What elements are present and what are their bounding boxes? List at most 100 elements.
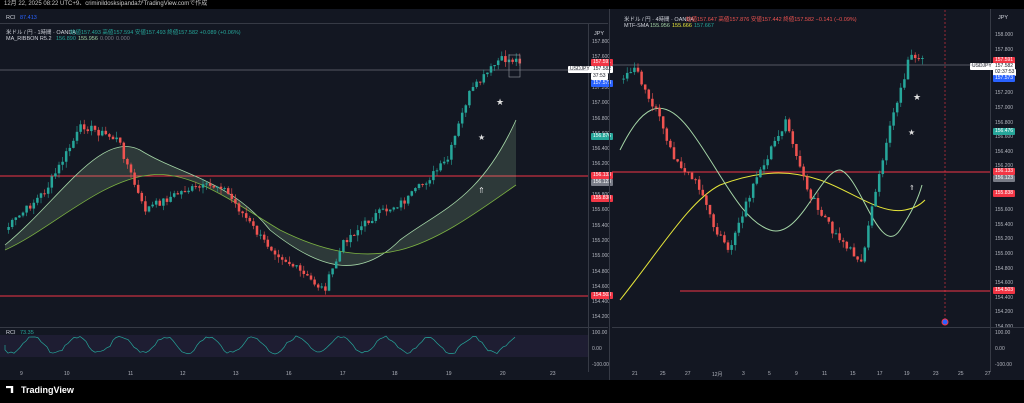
left-candle	[201, 184, 205, 188]
left-candle	[392, 207, 396, 210]
left-candle	[288, 261, 291, 265]
left-candle	[363, 220, 367, 227]
left-candle	[198, 186, 201, 188]
left-candle	[72, 140, 75, 148]
left-candle	[190, 186, 194, 191]
left-ma-slow	[4, 174, 517, 255]
right-candle	[723, 235, 726, 243]
right-candle	[877, 174, 881, 192]
left-candle	[345, 240, 349, 243]
left-price-tick-5: 156.800	[592, 115, 611, 122]
right-candle	[726, 242, 730, 250]
left-chart-pane[interactable]	[0, 9, 608, 380]
left-candle	[338, 251, 342, 262]
left-candle	[212, 185, 216, 188]
right-candle	[831, 221, 834, 234]
left-candle	[352, 234, 356, 236]
left-rci-bottom-value: 73.35	[20, 330, 34, 336]
right-candle	[917, 58, 921, 60]
caption: 12月 22, 2025 08:22 UTC+9、criminildosksip…	[4, 1, 208, 7]
left-candle	[493, 65, 496, 67]
right-rci-tick-0: 100.00	[995, 330, 1011, 336]
left-candle	[259, 234, 262, 236]
left-date-3: 12	[180, 371, 186, 377]
left-candle	[205, 183, 208, 185]
right-ma-val-2: 155.666	[672, 23, 692, 29]
right-candle	[643, 84, 647, 90]
left-title: 米ドル / 円 · 1時間 · OANDA	[6, 30, 76, 36]
left-candle	[298, 265, 302, 271]
left-rci-tick-2: -100.00	[592, 362, 609, 368]
left-ribbon-val-2: 155.956	[78, 36, 98, 42]
right-price-tick-6: 156.800	[995, 119, 1014, 126]
left-candle	[280, 257, 284, 260]
left-candle	[511, 59, 514, 62]
left-candle	[270, 246, 273, 251]
left-candle	[208, 183, 212, 186]
left-candle	[432, 171, 435, 181]
right-date-10: 19	[904, 371, 910, 377]
left-candle	[255, 225, 259, 235]
right-candle	[640, 71, 643, 85]
left-candle	[331, 268, 334, 275]
left-candle	[234, 199, 237, 204]
left-candle	[457, 123, 460, 136]
right-date-1: 25	[660, 371, 666, 377]
left-rci-top-label: RCI	[6, 15, 16, 21]
right-price-tick-12: 155.600	[995, 207, 1014, 214]
left-rci-line	[4, 335, 516, 355]
left-ribbon-val-4: 0.000	[116, 36, 130, 42]
pane-divider[interactable]	[609, 9, 610, 380]
left-candle	[410, 191, 414, 196]
right-last-tag: 157.582	[993, 63, 1016, 70]
left-last-tag: 157.582	[591, 66, 614, 73]
right-candle	[661, 116, 665, 129]
left-candle	[396, 207, 399, 209]
tradingview-logo: TradingView	[6, 385, 74, 395]
left-candle	[248, 217, 252, 222]
left-rci-divider	[0, 327, 608, 328]
right-candle	[690, 172, 694, 180]
right-candle	[856, 256, 859, 260]
right-date-8: 15	[850, 371, 856, 377]
left-ma1-tag: 156.876	[591, 133, 614, 140]
right-date-0: 21	[632, 371, 638, 377]
right-candle	[665, 128, 669, 141]
left-candle	[291, 264, 295, 267]
left-candle	[115, 137, 118, 140]
right-candle	[841, 240, 845, 242]
left-arrow: ⇑	[478, 186, 485, 195]
left-candle	[334, 261, 338, 269]
left-candle	[424, 183, 428, 185]
left-date-4: 13	[233, 371, 239, 377]
left-candle	[277, 254, 280, 258]
right-date-9: 17	[877, 371, 883, 377]
right-candle	[852, 247, 856, 257]
left-candle	[442, 161, 446, 164]
right-red2-tag: 155.838	[993, 190, 1016, 197]
left-candle	[187, 190, 190, 193]
left-candle	[273, 250, 277, 255]
left-level1-tag: 156.133	[591, 172, 614, 179]
left-candle	[165, 198, 169, 202]
left-candle	[194, 186, 198, 188]
right-date-2: 27	[685, 371, 691, 377]
left-candle	[320, 286, 324, 288]
left-candle	[36, 197, 39, 203]
left-candle	[370, 220, 374, 224]
left-candle	[478, 81, 482, 83]
left-date-9: 20	[500, 371, 506, 377]
left-price-tick-0: 157.800	[592, 39, 611, 45]
right-ohlc: 始値157.647 高値157.876 安値157.442 終値157.582 …	[686, 17, 857, 23]
left-candle	[439, 163, 442, 171]
left-candle	[295, 265, 298, 267]
right-candle	[687, 171, 690, 173]
left-candle	[7, 226, 10, 230]
right-candle	[636, 67, 640, 72]
left-candle	[90, 125, 93, 132]
right-price-tick-5: 157.000	[995, 105, 1014, 111]
left-price-tick-16: 154.600	[592, 283, 611, 290]
right-ask-tag: 157.591	[993, 57, 1016, 64]
left-ohlc: 始値157.493 高値157.594 安値157.493 終値157.582 …	[70, 30, 241, 36]
